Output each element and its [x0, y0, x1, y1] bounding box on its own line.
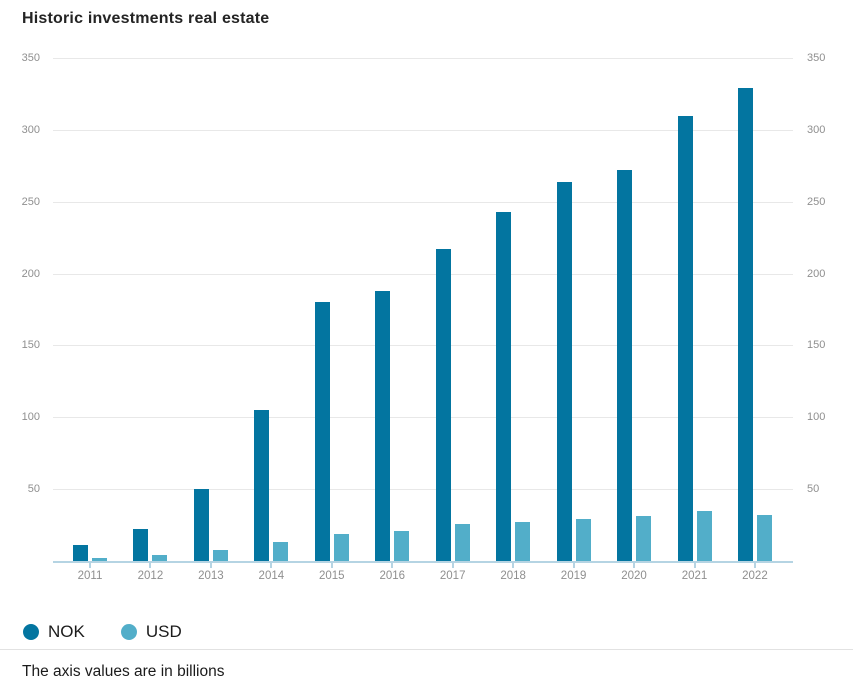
bar-usd-2019[interactable] — [575, 519, 591, 561]
legend-item-nok[interactable]: NOK — [23, 622, 85, 642]
x-axis-tick-2021 — [693, 561, 696, 568]
gridline-350 — [53, 58, 793, 59]
x-axis-label-2018: 2018 — [500, 570, 526, 582]
x-axis-label-2015: 2015 — [319, 570, 345, 582]
bar-nok-2017[interactable] — [435, 249, 451, 561]
bar-usd-2015[interactable] — [333, 533, 349, 561]
x-axis-tick-2019 — [572, 561, 575, 568]
divider-line — [0, 649, 853, 650]
x-axis-tick-2011 — [89, 561, 91, 568]
bar-usd-2017[interactable] — [454, 523, 470, 561]
bar-usd-2012[interactable] — [152, 555, 168, 561]
x-axis-tick-2014 — [270, 561, 273, 568]
y-axis-right-tick-label-350: 350 — [807, 52, 826, 64]
bar-chart: 50 50 100 100 150 150 200 200 250 250 300 300 350 350… — [0, 40, 853, 588]
y-axis-left-tick-label-250: 250 — [21, 195, 40, 208]
y-axis-left-tick-label-50: 50 — [27, 483, 40, 496]
bar-usd-2016[interactable] — [394, 530, 410, 561]
bar-nok-2012[interactable] — [133, 529, 149, 561]
gridline-100 — [53, 417, 793, 419]
plot-area — [53, 58, 793, 563]
bar-usd-2014[interactable] — [273, 542, 289, 561]
y-axis-right-tick-label-300: 300 — [807, 123, 826, 136]
gridline-150 — [53, 345, 793, 347]
bar-nok-2014[interactable] — [254, 410, 270, 561]
x-axis-tick-2015 — [330, 561, 333, 568]
bar-nok-2015[interactable] — [314, 302, 330, 561]
y-axis-left-tick-label-100: 100 — [21, 411, 40, 424]
bar-usd-2018[interactable] — [515, 522, 531, 561]
x-axis-label-2020: 2020 — [621, 570, 647, 582]
bar-nok-2022[interactable] — [737, 88, 753, 561]
x-axis-label-2012: 2012 — [137, 570, 164, 582]
x-axis-tick-2016 — [391, 561, 394, 568]
bar-nok-2011[interactable] — [73, 545, 88, 561]
gridline-300 — [53, 129, 793, 131]
bar-nok-2020[interactable] — [617, 170, 633, 561]
y-axis-left-tick-label-300: 300 — [21, 123, 40, 136]
x-axis-tick-2022 — [753, 561, 756, 568]
x-axis-label-2014: 2014 — [258, 570, 285, 582]
bar-usd-2021[interactable] — [696, 510, 712, 561]
x-axis-tick-2020 — [633, 561, 636, 568]
gridline-250 — [53, 201, 793, 203]
bar-usd-2022[interactable] — [756, 515, 772, 561]
legend-label-usd: USD — [145, 622, 182, 641]
bar-usd-2013[interactable] — [212, 549, 228, 561]
gridline-50 — [53, 489, 793, 491]
y-axis-right-tick-label-100: 100 — [807, 411, 826, 424]
y-axis-right-tick-label-250: 250 — [807, 195, 826, 208]
bar-nok-2019[interactable] — [556, 181, 572, 561]
x-axis-label-2017: 2017 — [439, 570, 466, 582]
y-axis-left-tick-label-200: 200 — [21, 267, 40, 280]
y-axis-right-tick-label-200: 200 — [807, 267, 826, 280]
x-axis-tick-2018 — [512, 561, 515, 568]
bar-usd-2011[interactable] — [92, 558, 107, 561]
x-axis-tick-2013 — [209, 561, 212, 568]
axis-note: The axis values are in billions — [22, 663, 225, 680]
chart-title: Historic investments real estate — [22, 10, 270, 27]
x-axis-label-2016: 2016 — [379, 570, 406, 582]
legend-item-usd[interactable]: USD — [120, 622, 182, 642]
x-axis-label-2013: 2013 — [198, 570, 224, 582]
bar-nok-2018[interactable] — [496, 211, 512, 561]
bar-nok-2013[interactable] — [193, 489, 209, 561]
x-axis-label-2022: 2022 — [742, 570, 768, 582]
y-axis-left-tick-label-350: 350 — [21, 52, 40, 64]
x-axis-label-2019: 2019 — [560, 570, 587, 582]
y-axis-right-tick-label-50: 50 — [807, 483, 820, 496]
usd-series-dot-icon — [120, 624, 137, 640]
bar-usd-2020[interactable] — [636, 516, 652, 561]
x-axis-label-2021: 2021 — [681, 570, 708, 582]
legend-label-nok: NOK — [48, 622, 85, 641]
y-axis-left-tick-label-150: 150 — [21, 339, 40, 352]
legend: NOK USD — [23, 622, 853, 642]
x-axis-tick-2012 — [149, 561, 152, 568]
bar-nok-2016[interactable] — [375, 290, 391, 561]
nok-series-dot-icon — [23, 624, 39, 640]
bar-nok-2021[interactable] — [677, 115, 693, 561]
gridline-200 — [53, 273, 793, 275]
x-axis-label-2011: 2011 — [77, 570, 103, 582]
x-axis-tick-2017 — [451, 561, 454, 568]
y-axis-right-tick-label-150: 150 — [807, 339, 826, 352]
